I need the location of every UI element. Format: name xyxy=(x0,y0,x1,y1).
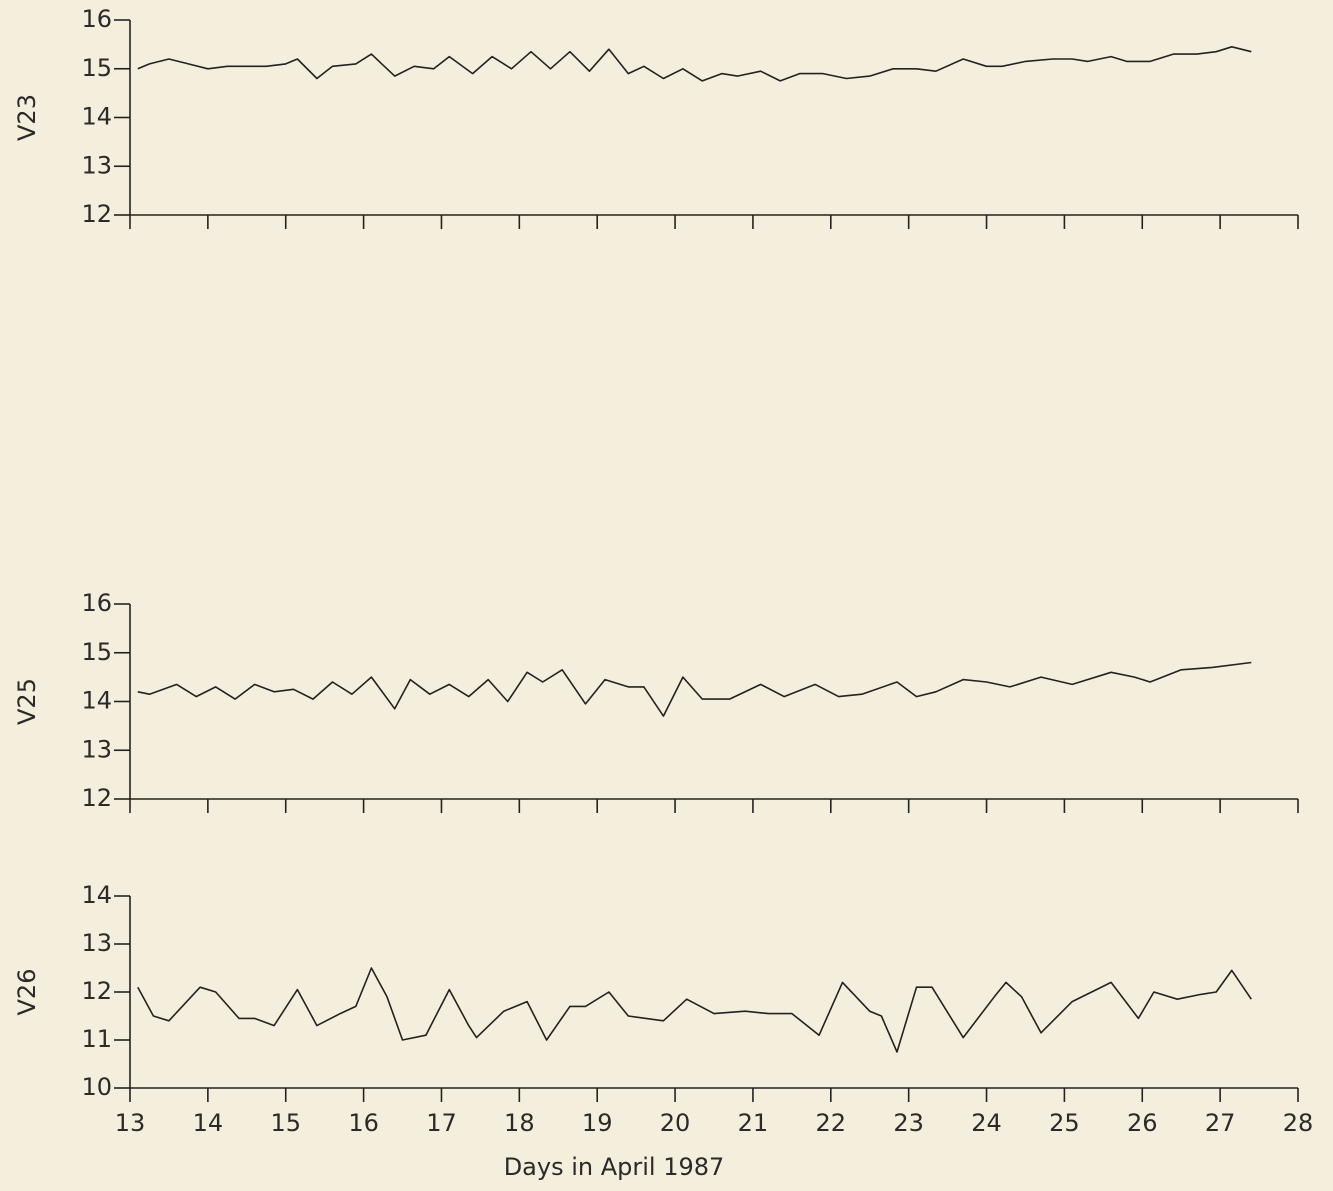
y-tick-label: 15 xyxy=(81,54,112,82)
x-tick-label: 14 xyxy=(193,1109,224,1137)
y-tick-label: 10 xyxy=(81,1073,112,1101)
x-tick-label: 15 xyxy=(270,1109,301,1137)
x-axis-label: Days in April 1987 xyxy=(504,1153,725,1181)
y-tick-label: 12 xyxy=(81,977,112,1005)
x-tick-label: 17 xyxy=(426,1109,457,1137)
y-tick-label: 13 xyxy=(81,929,112,957)
x-tick-label: 16 xyxy=(348,1109,379,1137)
x-tick-label: 19 xyxy=(582,1109,613,1137)
y-tick-label: 11 xyxy=(81,1025,112,1053)
x-tick-label: 20 xyxy=(660,1109,691,1137)
x-tick-label: 26 xyxy=(1127,1109,1158,1137)
x-tick-label: 23 xyxy=(893,1109,924,1137)
data-line xyxy=(137,46,1252,82)
y-tick-label: 14 xyxy=(81,687,112,715)
y-tick-label: 16 xyxy=(81,5,112,33)
data-line xyxy=(137,967,1252,1053)
y-axis-label: V26 xyxy=(13,969,41,1016)
data-line xyxy=(137,661,1252,717)
y-tick-label: 16 xyxy=(81,589,112,617)
x-tick-label: 18 xyxy=(504,1109,535,1137)
y-axis-label: V25 xyxy=(13,678,41,725)
y-tick-label: 15 xyxy=(81,638,112,666)
y-tick-label: 13 xyxy=(81,151,112,179)
x-tick-label: 27 xyxy=(1205,1109,1236,1137)
y-tick-label: 14 xyxy=(81,103,112,131)
x-tick-label: 21 xyxy=(738,1109,769,1137)
y-tick-label: 14 xyxy=(81,881,112,909)
y-tick-label: 12 xyxy=(81,200,112,228)
x-tick-label: 25 xyxy=(1049,1109,1080,1137)
x-tick-label: 22 xyxy=(816,1109,847,1137)
x-tick-label: 28 xyxy=(1283,1109,1314,1137)
y-axis-label: V23 xyxy=(13,94,41,141)
x-tick-label: 13 xyxy=(115,1109,146,1137)
y-tick-label: 12 xyxy=(81,784,112,812)
y-tick-label: 13 xyxy=(81,735,112,763)
x-tick-label: 24 xyxy=(971,1109,1002,1137)
